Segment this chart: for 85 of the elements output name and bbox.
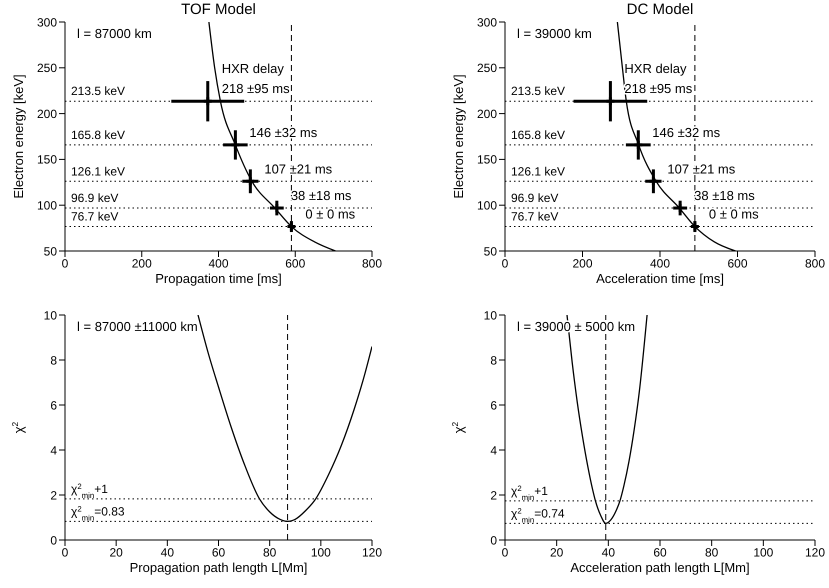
y-tick-label: 200 — [476, 106, 498, 121]
annotation: l = 87000 ±11000 km — [77, 319, 198, 334]
x-tick-label: 40 — [602, 546, 616, 560]
x-tick-label: 600 — [727, 256, 748, 271]
x-tick-label: 600 — [285, 256, 306, 271]
annotation: 38 ±18 ms — [694, 188, 756, 204]
ref-line-label: χ$^{2}$$_{min}$+1 — [71, 481, 108, 500]
y-tick-label: 100 — [476, 198, 498, 212]
x-axis-title: Acceleration path length L[Mm] — [570, 560, 750, 575]
x-axis-title: Propagation time [ms] — [155, 271, 282, 286]
x-tick-label: 0 — [62, 546, 69, 560]
ref-line-label: 126.1 keV — [71, 164, 126, 178]
x-tick-label: 80 — [704, 546, 719, 560]
annotation: 146 ±32 ms — [652, 124, 721, 140]
annotation: 107 ±21 ms — [667, 161, 736, 176]
x-tick-label: 0 — [502, 546, 509, 560]
annotation: 0 ± 0 ms — [305, 206, 356, 222]
y-tick-label: 250 — [36, 61, 58, 76]
ref-line-label: 165.8 keV — [71, 128, 126, 142]
y-tick-label: 10 — [484, 308, 498, 322]
y-tick-label: 150 — [36, 152, 58, 167]
y-axis-title: Electron energy [keV] — [11, 74, 26, 199]
annotation: 107 ±21 ms — [264, 161, 333, 176]
annotation: l = 39000 km — [517, 26, 592, 41]
x-tick-label: 400 — [650, 256, 670, 271]
x-tick-label: 60 — [212, 546, 226, 560]
chart-title: DC Model — [626, 1, 694, 18]
ref-line-label: 76.7 keV — [71, 210, 118, 224]
annotation: 146 ±32 ms — [249, 124, 318, 140]
annotation: 218 ±95 ms — [222, 81, 290, 96]
x-tick-label: 120 — [362, 546, 382, 560]
annotation: HXR delay — [624, 61, 688, 76]
x-tick-label: 0 — [502, 256, 509, 271]
x-axis-title: Propagation path length L[Mm] — [130, 560, 308, 575]
ref-line-label: χ$^{2}$$_{min}$=0.74 — [511, 506, 565, 524]
y-tick-label: 50 — [484, 244, 498, 258]
x-tick-label: 20 — [550, 546, 564, 560]
x-tick-label: 100 — [310, 546, 332, 560]
x-tick-label: 800 — [362, 256, 382, 271]
ref-line-label: 96.9 keV — [511, 191, 558, 206]
y-tick-label: 6 — [490, 398, 498, 412]
x-tick-label: 100 — [753, 546, 774, 560]
x-tick-label: 200 — [572, 256, 593, 271]
x-tick-label: 800 — [804, 256, 826, 271]
y-tick-label: 50 — [44, 244, 58, 258]
x-tick-label: 200 — [132, 256, 152, 271]
x-tick-label: 20 — [109, 546, 124, 560]
annotation: 38 ±18 ms — [290, 188, 352, 204]
x-tick-label: 80 — [262, 546, 277, 560]
y-tick-label: 150 — [476, 152, 498, 167]
ref-line-label: 96.9 keV — [71, 191, 118, 206]
annotation: l = 87000 km — [77, 26, 152, 41]
y-tick-label: 300 — [36, 15, 58, 30]
y-tick-label: 300 — [476, 15, 498, 30]
y-tick-label: 4 — [490, 443, 498, 458]
y-tick-label: 200 — [36, 106, 58, 121]
y-tick-label: 2 — [50, 488, 58, 502]
x-tick-label: 60 — [653, 546, 667, 560]
ref-line-label: χ$^{2}$$_{min}$=0.83 — [71, 504, 125, 522]
y-tick-label: 250 — [476, 61, 498, 76]
y-tick-label: 6 — [50, 398, 58, 412]
y-tick-label: 0 — [50, 533, 58, 548]
x-tick-label: 120 — [804, 546, 826, 560]
y-tick-label: 100 — [36, 198, 58, 212]
ref-line-label: χ$^{2}$$_{min}$+1 — [511, 483, 548, 502]
annotation: 218 ±95 ms — [624, 81, 693, 96]
x-tick-label: 40 — [160, 546, 174, 560]
ref-line-label: 165.8 keV — [511, 128, 566, 142]
chart-title: TOF Model — [181, 1, 256, 18]
y-tick-label: 2 — [490, 488, 498, 502]
annotation: HXR delay — [222, 61, 284, 76]
y-tick-label: 4 — [50, 443, 58, 458]
ref-line-label: 213.5 keV — [71, 84, 126, 98]
y-tick-label: 10 — [44, 308, 58, 322]
ref-line-label: 213.5 keV — [511, 84, 566, 98]
ref-line-label: 76.7 keV — [511, 210, 558, 224]
y-tick-label: 0 — [490, 533, 498, 548]
x-tick-label: 400 — [208, 256, 229, 271]
y-axis-title: Electron energy [keV] — [451, 74, 466, 199]
x-tick-label: 0 — [62, 256, 69, 271]
ref-line-label: 126.1 keV — [511, 164, 566, 178]
y-tick-label: 8 — [50, 353, 58, 368]
annotation: 0 ± 0 ms — [708, 206, 760, 222]
x-axis-title: Acceleration time [ms] — [596, 271, 724, 286]
y-tick-label: 8 — [490, 353, 498, 368]
